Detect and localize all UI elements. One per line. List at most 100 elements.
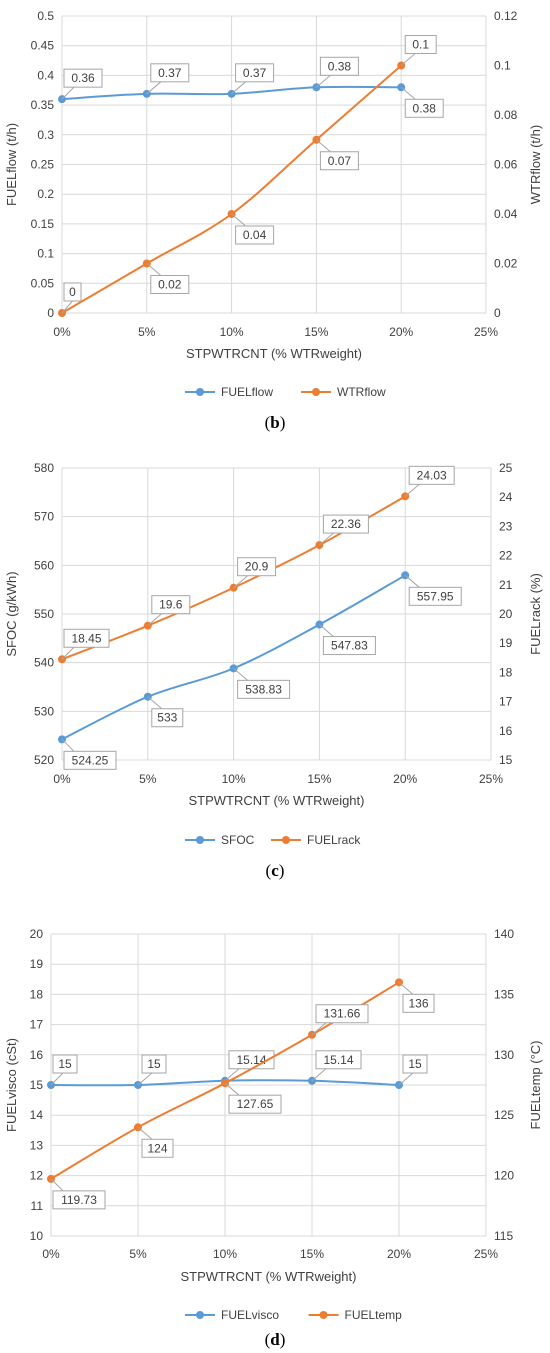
y-left-tick-label: 14 bbox=[30, 1108, 44, 1122]
callout-pointer bbox=[319, 532, 334, 546]
y-left-tick-label: 570 bbox=[34, 510, 54, 524]
x-tick-label: 5% bbox=[139, 772, 157, 786]
legend-marker bbox=[312, 388, 320, 396]
data-label-FUELrack: 18.45 bbox=[61, 628, 110, 660]
callout-box bbox=[404, 35, 437, 54]
callout-box bbox=[63, 282, 82, 302]
callout-pointer bbox=[231, 81, 246, 95]
legend-marker bbox=[196, 1311, 204, 1319]
callout-box bbox=[237, 557, 277, 577]
gridlines bbox=[61, 15, 487, 314]
callout-pointer bbox=[404, 483, 420, 497]
legend-marker bbox=[196, 388, 204, 396]
data-label-text: 557.95 bbox=[417, 589, 454, 603]
callout-pointer bbox=[316, 74, 331, 88]
callout-box bbox=[404, 98, 444, 118]
chart-panel-c: 520 530 540 550 560 570 580 15 16 17 18 19 20 21 22 23 2… bbox=[0, 440, 550, 885]
y-left-tick-label: 540 bbox=[34, 656, 54, 670]
data-label-SFOC: 524.25 bbox=[61, 738, 117, 770]
y-left-tick-label: 0.4 bbox=[37, 68, 54, 82]
x-tick-label: 25% bbox=[479, 772, 503, 786]
callout-box bbox=[402, 993, 435, 1013]
x-tick-label: 10% bbox=[220, 325, 244, 339]
y-right-axis-title: FUELrack (%) bbox=[528, 573, 543, 655]
y-right-tick-label: 140 bbox=[494, 927, 514, 941]
y-left-tick-label: 520 bbox=[34, 753, 54, 767]
data-label-FUELflow: 0.37 bbox=[231, 63, 275, 95]
x-tick-label: 5% bbox=[129, 1247, 147, 1261]
callout-pointer bbox=[311, 1068, 327, 1082]
y-left-tick-label: 530 bbox=[34, 704, 54, 718]
y-right-tick-label: 23 bbox=[499, 519, 513, 533]
data-label-FUELflow: 0.38 bbox=[316, 56, 359, 88]
data-label-FUELrack: 22.36 bbox=[319, 514, 369, 546]
data-label-text: 0 bbox=[69, 285, 76, 299]
chart-panel-d: 10 11 12 13 14 15 16 17 18 19 20 115 120 125 130 135 140… bbox=[0, 885, 550, 1353]
callout-box bbox=[235, 63, 275, 83]
callout-box bbox=[141, 1138, 174, 1158]
data-label-text: 136 bbox=[408, 996, 428, 1010]
x-tick-label: 15% bbox=[307, 772, 331, 786]
callout-pointer bbox=[147, 613, 163, 627]
legend-marker bbox=[196, 836, 204, 844]
y-left-tick-label: 20 bbox=[30, 927, 44, 941]
legend-label: FUELrack bbox=[307, 833, 361, 847]
callout-pointer bbox=[400, 86, 416, 100]
callout-pointer bbox=[233, 667, 248, 681]
x-tick-label: 15% bbox=[300, 1247, 324, 1261]
callout-box bbox=[63, 750, 117, 770]
y-right-tick-label: 0.02 bbox=[494, 257, 518, 271]
callout-pointer bbox=[146, 81, 162, 95]
callout-pointer bbox=[50, 1178, 64, 1192]
y-left-tick-label: 17 bbox=[30, 1018, 44, 1032]
data-label-text: 533 bbox=[157, 711, 177, 725]
data-label-SFOC: 557.95 bbox=[404, 574, 462, 606]
y-left-tick-label: 0.35 bbox=[31, 98, 55, 112]
callout-pointer bbox=[50, 1072, 64, 1086]
data-label-FUELrack: 24.03 bbox=[404, 465, 455, 497]
x-axis-title: STPWTRCNT (% WTRweight) bbox=[181, 1269, 357, 1284]
data-label-WTRflow: 0.07 bbox=[316, 139, 359, 171]
y-left-tick-label: 0.45 bbox=[31, 39, 55, 53]
x-tick-label: 15% bbox=[304, 325, 328, 339]
data-label-text: 127.65 bbox=[237, 1097, 274, 1111]
callout-box bbox=[63, 68, 103, 88]
data-label-text: 0.02 bbox=[158, 278, 182, 292]
y-right-tick-label: 120 bbox=[494, 1169, 514, 1183]
callout-box bbox=[235, 225, 275, 245]
callout-pointer bbox=[400, 53, 416, 66]
data-label-FUELtemp: 127.65 bbox=[224, 1082, 282, 1114]
y-left-tick-label: 0.3 bbox=[37, 128, 54, 142]
callout-pointer bbox=[224, 1068, 240, 1082]
legend-label: FUELflow bbox=[221, 385, 273, 399]
data-label-FUELvisco: 15 bbox=[50, 1054, 78, 1086]
figure-caption: (b) bbox=[265, 413, 286, 432]
data-label-FUELtemp: 136 bbox=[398, 981, 435, 1013]
data-label-text: 18.45 bbox=[71, 631, 101, 645]
y-left-tick-label: 15 bbox=[30, 1078, 44, 1092]
callout-box bbox=[151, 708, 184, 728]
data-label-SFOC: 547.83 bbox=[319, 624, 376, 656]
data-label-WTRflow: 0 bbox=[61, 282, 82, 314]
y-right-tick-label: 21 bbox=[499, 578, 513, 592]
y-right-tick-label: 16 bbox=[499, 724, 513, 738]
data-label-FUELvisco: 15 bbox=[137, 1054, 167, 1086]
y-left-tick-label: 550 bbox=[34, 607, 54, 621]
data-label-text: 24.03 bbox=[417, 468, 447, 482]
callout-box bbox=[319, 56, 359, 76]
data-label-text: 0.37 bbox=[158, 66, 182, 80]
y-left-tick-label: 10 bbox=[30, 1229, 44, 1243]
data-label-FUELvisco: 15 bbox=[398, 1054, 428, 1086]
callout-pointer bbox=[311, 1022, 327, 1036]
y-right-axis-title: FUELtemp (°C) bbox=[528, 1041, 543, 1130]
data-label-text: 0.07 bbox=[328, 154, 352, 168]
callout-pointer bbox=[319, 624, 334, 637]
callout-box bbox=[63, 628, 110, 648]
callout-pointer bbox=[316, 139, 331, 153]
legend: SFOC FUELrack bbox=[185, 833, 361, 847]
y-right-tick-label: 0.06 bbox=[494, 158, 518, 172]
y-right-axis-title: WTRflow (t/h) bbox=[528, 125, 543, 204]
data-label-text: 538.83 bbox=[245, 682, 282, 696]
data-label-text: 119.73 bbox=[61, 1193, 97, 1207]
figure-caption: (c) bbox=[266, 861, 285, 880]
